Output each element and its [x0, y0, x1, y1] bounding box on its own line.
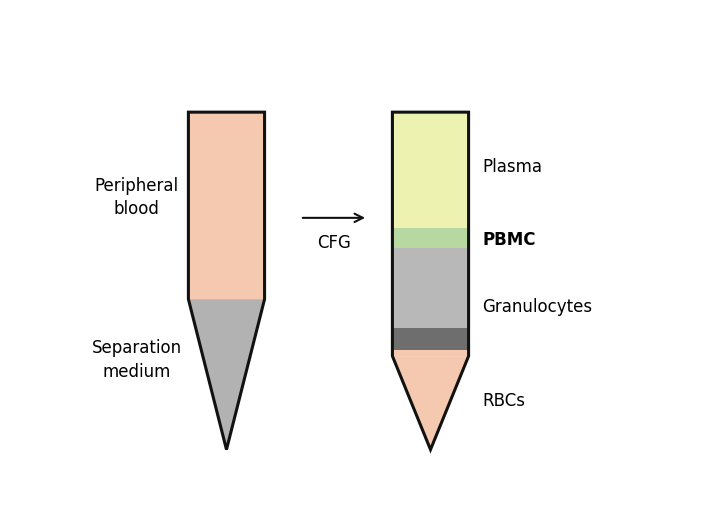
Text: RBCs: RBCs [482, 392, 525, 410]
Polygon shape [392, 350, 469, 356]
Polygon shape [392, 228, 469, 248]
Polygon shape [392, 112, 469, 228]
Text: Granulocytes: Granulocytes [482, 298, 592, 316]
Text: CFG: CFG [317, 234, 351, 252]
Polygon shape [392, 327, 469, 350]
Polygon shape [188, 112, 265, 299]
Polygon shape [188, 299, 265, 450]
Polygon shape [392, 356, 469, 450]
Text: Plasma: Plasma [482, 158, 542, 176]
Text: Peripheral
blood: Peripheral blood [95, 177, 179, 218]
Text: PBMC: PBMC [482, 231, 536, 249]
Text: Separation
medium: Separation medium [92, 340, 182, 381]
Polygon shape [392, 248, 469, 327]
